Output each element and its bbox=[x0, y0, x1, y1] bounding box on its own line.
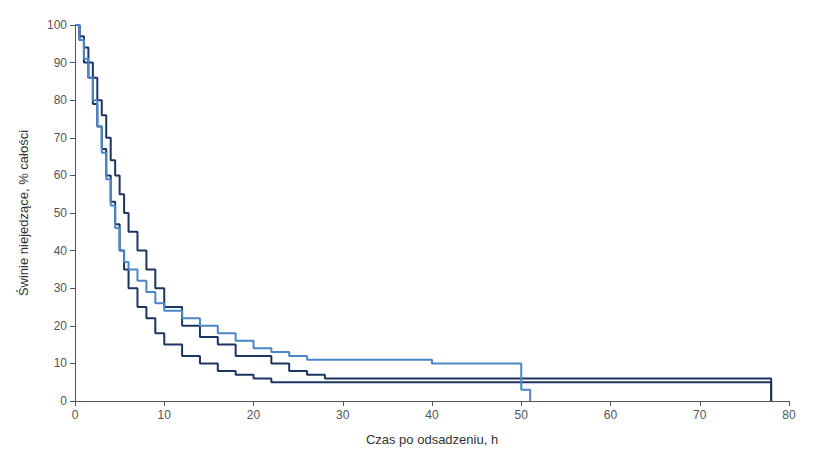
svg-text:10: 10 bbox=[158, 408, 172, 422]
svg-text:60: 60 bbox=[604, 408, 618, 422]
svg-text:70: 70 bbox=[693, 408, 707, 422]
svg-text:Świnie niejedzące, % całości: Świnie niejedzące, % całości bbox=[16, 130, 31, 296]
svg-text:10: 10 bbox=[54, 356, 68, 370]
svg-text:0: 0 bbox=[72, 408, 79, 422]
svg-text:50: 50 bbox=[515, 408, 529, 422]
svg-text:Czas po odsadzeniu, h: Czas po odsadzeniu, h bbox=[366, 432, 498, 447]
svg-text:20: 20 bbox=[247, 408, 261, 422]
svg-text:70: 70 bbox=[54, 131, 68, 145]
svg-text:20: 20 bbox=[54, 319, 68, 333]
svg-text:50: 50 bbox=[54, 206, 68, 220]
svg-text:80: 80 bbox=[54, 93, 68, 107]
svg-text:90: 90 bbox=[54, 56, 68, 70]
svg-text:40: 40 bbox=[54, 244, 68, 258]
svg-text:0: 0 bbox=[60, 394, 67, 408]
svg-text:80: 80 bbox=[782, 408, 796, 422]
svg-text:40: 40 bbox=[425, 408, 439, 422]
svg-text:60: 60 bbox=[54, 168, 68, 182]
svg-text:30: 30 bbox=[54, 281, 68, 295]
svg-text:30: 30 bbox=[336, 408, 350, 422]
svg-text:100: 100 bbox=[47, 18, 67, 32]
